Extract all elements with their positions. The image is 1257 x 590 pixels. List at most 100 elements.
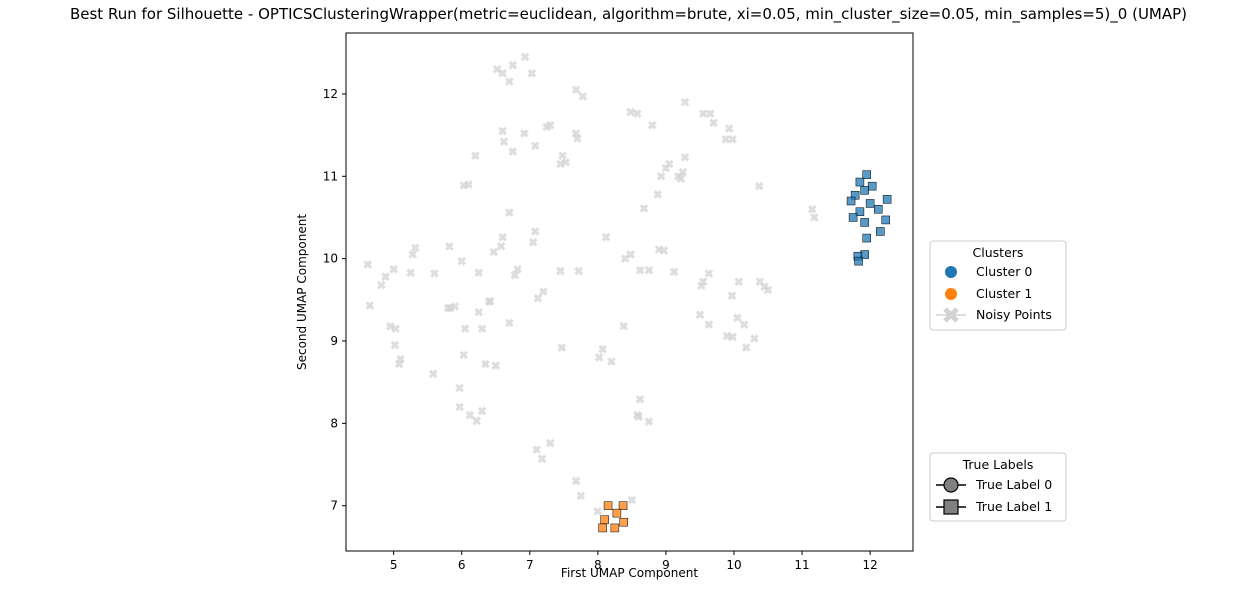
- noise-point: [676, 174, 686, 184]
- noise-point: [556, 266, 565, 276]
- cluster-0-point: [860, 218, 869, 227]
- legend-cluster-0-marker: [945, 266, 957, 278]
- noise-point: [704, 320, 714, 329]
- noise-point: [656, 171, 666, 181]
- noise-point: [491, 361, 501, 371]
- noise-point: [474, 268, 484, 277]
- noise-point: [464, 180, 473, 189]
- y-tick-label: 7: [330, 499, 338, 513]
- noise-point: [635, 395, 645, 404]
- noise-point: [695, 310, 705, 319]
- cluster-1-point: [618, 501, 628, 510]
- noise-point: [455, 402, 465, 412]
- noise-point: [709, 118, 718, 128]
- noise-point: [528, 237, 538, 247]
- noise-point: [680, 153, 690, 162]
- noise-point: [460, 324, 470, 333]
- noise-point: [635, 265, 645, 275]
- noise-point: [619, 321, 629, 331]
- y-tick-label: 9: [330, 334, 338, 348]
- noise-point: [727, 291, 737, 301]
- noise-point: [594, 353, 604, 362]
- cluster-0-point: [846, 196, 856, 206]
- cluster-1-point: [612, 508, 622, 518]
- legend-true-labels: True Labels True Label 0 True Label 1: [929, 452, 1067, 522]
- x-axis-ticks: 5 6 7 8 9 10 11 12: [390, 551, 878, 572]
- noise-point: [626, 107, 635, 117]
- noise-point: [739, 320, 749, 329]
- noise-point: [733, 313, 742, 323]
- noise-point: [721, 134, 731, 144]
- legend-cluster-0-label: Cluster 0: [976, 264, 1032, 279]
- noise-point: [527, 69, 537, 78]
- noise-point: [498, 232, 507, 242]
- noise-point: [385, 321, 395, 331]
- cluster-0-point: [860, 186, 869, 195]
- noise-point: [474, 307, 484, 317]
- cluster-0-point: [848, 213, 858, 222]
- cluster-0-point: [881, 215, 891, 225]
- noise-point: [477, 406, 487, 416]
- legend-noise-marker: [943, 307, 959, 323]
- x-tick-label: 5: [390, 558, 398, 572]
- x-tick-label: 9: [662, 558, 670, 572]
- noise-point: [537, 454, 547, 464]
- noise-point: [505, 77, 514, 86]
- noise-point: [430, 269, 439, 278]
- cluster-0-point: [874, 204, 883, 214]
- noise-point: [411, 243, 420, 253]
- noise-point: [513, 265, 522, 274]
- y-tick-label: 10: [323, 252, 338, 266]
- y-tick-label: 8: [330, 416, 338, 430]
- noise-point: [634, 412, 644, 422]
- noise-point: [644, 417, 654, 427]
- noise-point: [470, 151, 480, 161]
- noise-point: [498, 126, 507, 136]
- legend-true-label-1-text: True Label 1: [975, 499, 1052, 514]
- noise-point: [593, 507, 603, 516]
- cluster-0-point: [865, 199, 875, 208]
- noise-point: [576, 491, 586, 501]
- noise-point: [477, 324, 487, 333]
- noise-point: [498, 69, 507, 78]
- noise-point: [659, 246, 669, 255]
- noise-point: [389, 265, 398, 274]
- cluster-0-point: [876, 227, 885, 236]
- noise-point: [520, 129, 529, 138]
- noise-point: [669, 267, 679, 277]
- noise-point: [763, 285, 773, 295]
- noise-point: [639, 204, 649, 213]
- noise-point: [390, 340, 400, 350]
- noise-point: [406, 268, 415, 277]
- cluster-1-point: [598, 523, 607, 533]
- plot-area-frame: [345, 32, 914, 552]
- noise-point: [533, 293, 543, 303]
- noise-point: [557, 343, 567, 352]
- legend-cluster-1-label: Cluster 1: [976, 286, 1032, 301]
- noise-point: [455, 383, 465, 393]
- noise-point: [696, 281, 706, 291]
- noise-point: [573, 134, 582, 143]
- noise-point: [496, 241, 506, 251]
- noise-point: [607, 357, 616, 366]
- noise-point: [465, 410, 475, 420]
- x-tick-label: 8: [594, 558, 602, 572]
- noise-point: [705, 109, 715, 119]
- noise-point: [505, 318, 514, 328]
- noise-point: [724, 124, 734, 133]
- noise-point: [445, 303, 455, 313]
- noise-point: [741, 343, 751, 352]
- chart-title: Best Run for Silhouette - OPTICSClusteri…: [69, 5, 1188, 23]
- noise-point: [561, 157, 571, 167]
- noise-point: [620, 254, 630, 263]
- noise-point: [408, 250, 418, 259]
- cluster-1-point: [610, 523, 620, 533]
- data-points: [363, 52, 892, 533]
- cluster-0-point: [862, 170, 871, 179]
- x-tick-label: 12: [862, 558, 877, 572]
- noise-point: [520, 52, 530, 62]
- legend-clusters-frame: [929, 240, 1067, 331]
- legend-true-labels-frame: [929, 452, 1067, 522]
- noise-point: [664, 159, 674, 169]
- noise-point: [653, 190, 663, 199]
